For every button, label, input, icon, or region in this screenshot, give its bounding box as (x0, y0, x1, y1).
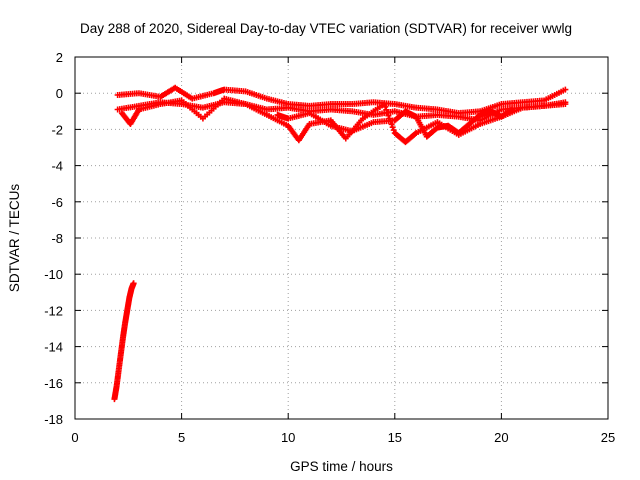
data-point (412, 130, 419, 137)
data-point (562, 86, 569, 93)
data-point (384, 109, 391, 116)
data-point (390, 127, 397, 134)
plot-frame (74, 56, 609, 420)
data-point (383, 106, 390, 113)
data-point (382, 103, 389, 110)
data-point (385, 112, 392, 119)
x-tick-label: 0 (71, 430, 78, 445)
x-tick-label: 20 (494, 430, 508, 445)
y-tick-label: -10 (44, 267, 63, 282)
y-tick-label: -4 (51, 159, 63, 174)
y-tick-label: -6 (51, 195, 63, 210)
data-point (388, 121, 395, 128)
data-point (509, 106, 516, 113)
x-tick-label: 25 (601, 430, 615, 445)
x-tick-label: 5 (178, 430, 185, 445)
y-tick-label: -14 (44, 340, 63, 355)
x-axis-title: GPS time / hours (290, 459, 393, 474)
chart-title: Day 288 of 2020, Sidereal Day-to-day VTE… (80, 21, 572, 36)
y-tick-label: -12 (44, 303, 63, 318)
y-tick-label: -18 (44, 412, 63, 427)
series-steep-segment (111, 280, 137, 403)
series-trace-D (274, 106, 516, 140)
y-tick-label: -16 (44, 376, 63, 391)
y-tick-label: -8 (51, 231, 63, 246)
data-points (111, 84, 569, 403)
y-axis-title: SDTVAR / TECUs (7, 184, 22, 293)
data-point (562, 99, 569, 106)
y-tick-label: -2 (51, 122, 63, 137)
data-point (381, 101, 388, 108)
y-tick-label: 0 (56, 86, 63, 101)
x-tick-label: 10 (281, 430, 295, 445)
data-point (389, 124, 396, 131)
data-point (130, 280, 137, 287)
y-tick-label: 2 (56, 50, 63, 65)
x-tick-label: 15 (388, 430, 402, 445)
series-trace-A (114, 84, 569, 117)
